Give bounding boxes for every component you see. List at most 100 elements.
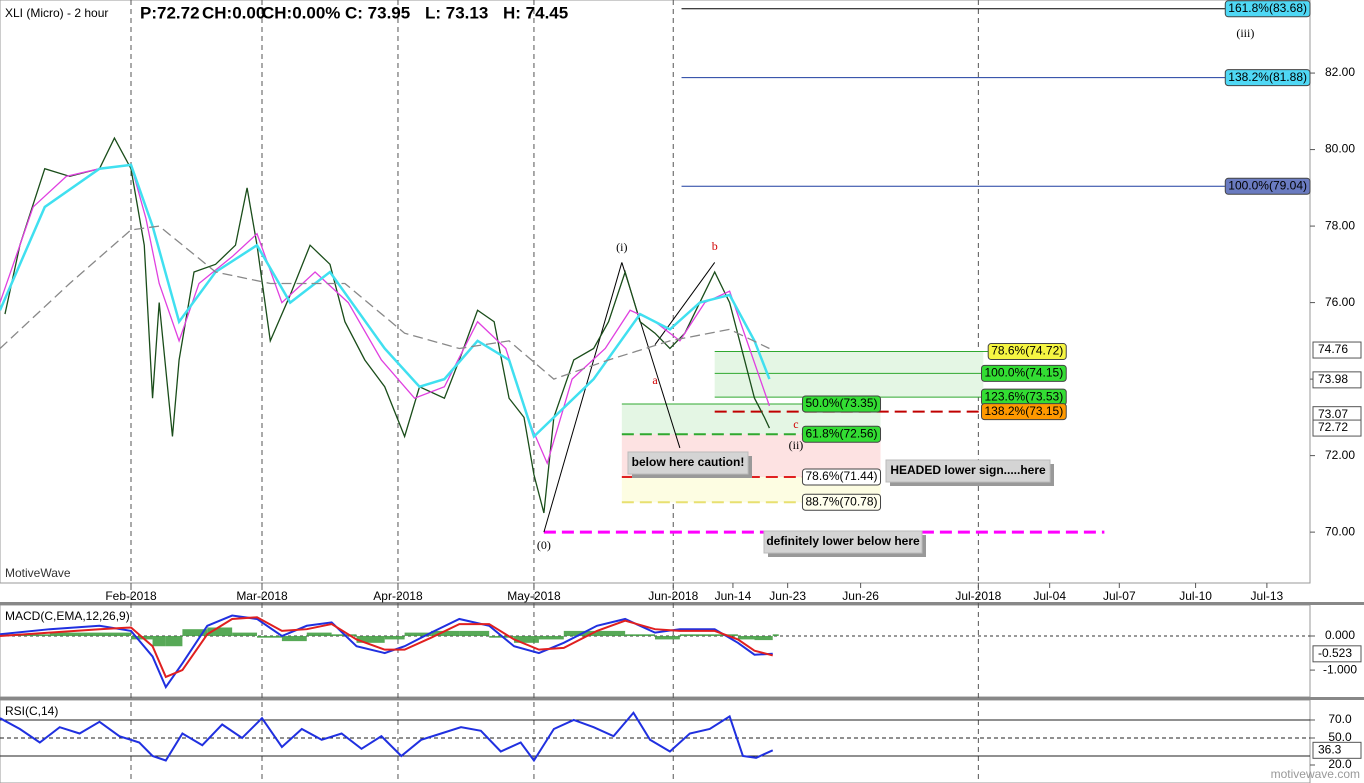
wave-label: (ii) [789, 438, 804, 452]
axis-marker: 72.72 [1312, 419, 1362, 437]
callout-text: below here caution! [632, 455, 745, 469]
histogram-bar [772, 634, 779, 637]
callout-text: HEADED lower sign.....here [890, 463, 1046, 477]
y-tick-label: 82.00 [1325, 65, 1355, 79]
low: L: 73.13 [425, 3, 488, 22]
series-line [0, 616, 773, 679]
wave-label: (iii) [1236, 26, 1254, 40]
histogram-bar [232, 632, 258, 637]
histogram-bar [596, 630, 626, 637]
label-text: 161.8%(83.68) [1228, 1, 1307, 15]
marker-box [1312, 741, 1362, 759]
label-text: 123.6%(73.53) [985, 389, 1064, 403]
x-tick-label: Jul-07 [1103, 589, 1136, 603]
x-tick-label: Jul-13 [1251, 589, 1284, 603]
label-text: 78.6%(71.44) [805, 469, 877, 483]
close: C: 73.95 [345, 3, 410, 22]
histogram-bar [49, 632, 100, 637]
label-box [801, 395, 882, 413]
marker-text: -0.523 [1318, 646, 1352, 660]
value-label: 123.6%(73.53) [981, 388, 1067, 406]
histogram-bar [514, 636, 539, 643]
y-tick-label: 72.00 [1325, 448, 1355, 462]
callout: definitely lower below here [763, 530, 926, 557]
marker-text: 74.76 [1318, 342, 1348, 356]
x-tick-label: Jun-26 [842, 589, 879, 603]
x-tick-label: Jul-04 [1033, 589, 1066, 603]
symbol: XLI (Micro) - 2 hour [5, 6, 108, 20]
value-label: 100.0%(79.04) [1224, 177, 1311, 195]
callout-box [885, 459, 1051, 483]
label-text: 50.0%(73.35) [805, 396, 877, 410]
label-text: 138.2%(73.15) [985, 404, 1064, 418]
high: H: 74.45 [503, 3, 568, 22]
histogram-bar [404, 632, 432, 637]
label-box [801, 425, 882, 443]
change: CH:0.00 [202, 3, 265, 22]
histogram-bar [257, 636, 282, 638]
wave-label: (i) [616, 240, 627, 254]
histogram-bar [356, 636, 385, 643]
histogram-bar [384, 636, 405, 640]
y-tick-label: 78.00 [1325, 218, 1355, 232]
callout-box [763, 530, 923, 554]
histogram-bar [754, 636, 773, 641]
histogram-bar [655, 636, 680, 640]
x-tick-label: Jun-14 [715, 589, 752, 603]
x-tick-label: May-2018 [507, 589, 561, 603]
callout-box [627, 451, 749, 475]
marker-text: 36.3 [1318, 742, 1342, 756]
histogram-bar [459, 630, 490, 637]
label-text: 88.7%(70.78) [805, 494, 877, 508]
label-box [987, 343, 1067, 361]
pane-title: RSI(C,14) [5, 704, 58, 718]
histogram-bar [207, 627, 233, 637]
fib-zone [714, 351, 984, 398]
series-line [4, 136, 771, 514]
wave-label: b [712, 239, 718, 253]
label-text: 100.0%(79.04) [1228, 178, 1307, 192]
callout: HEADED lower sign.....here [885, 459, 1054, 486]
label-box [801, 468, 882, 486]
histogram-bar [431, 630, 460, 637]
x-tick-label: Jul-2018 [955, 589, 1001, 603]
label-box [1224, 177, 1311, 195]
label-text: 138.2%(81.88) [1228, 70, 1307, 84]
marker-box [1312, 645, 1362, 663]
axis-marker: 36.3 [1312, 741, 1362, 759]
y-tick-label: 20.0 [1328, 757, 1352, 771]
pane-divider [0, 602, 1364, 605]
label-text: 100.0%(74.15) [985, 366, 1064, 380]
wave-line [654, 262, 716, 345]
series-line [0, 163, 771, 439]
value-label: 138.2%(81.88) [1224, 69, 1311, 87]
callout-text: definitely lower below here [766, 534, 920, 548]
watermark: MotiveWave [5, 566, 71, 580]
value-label: 88.7%(70.78) [801, 493, 882, 511]
histogram-bar [99, 632, 131, 637]
value-label: 78.6%(74.72) [987, 343, 1067, 361]
axis-marker: -0.523 [1312, 645, 1362, 663]
histogram-bar [165, 636, 183, 647]
pane-divider [0, 697, 1364, 700]
axis-marker: 73.98 [1312, 371, 1362, 389]
histogram-bar [152, 636, 166, 647]
histogram-bar [281, 636, 307, 642]
histogram-bar [538, 636, 564, 640]
marker-text: 73.07 [1318, 407, 1348, 421]
label-box [981, 364, 1067, 382]
price-pane [0, 0, 1311, 584]
value-label: 138.2%(73.15) [981, 403, 1067, 421]
y-tick-label: 70.0 [1328, 712, 1352, 726]
marker-text: 73.98 [1318, 372, 1348, 386]
x-tick-label: Feb-2018 [105, 589, 157, 603]
wave-label: (0) [537, 538, 551, 552]
label-box [981, 403, 1067, 421]
wave-label: c [793, 417, 798, 431]
axis-marker: 74.76 [1312, 341, 1362, 359]
label-box [1224, 0, 1311, 18]
x-tick-label: Jul-10 [1179, 589, 1212, 603]
value-label: 100.0%(74.15) [981, 364, 1067, 382]
histogram-bar [737, 636, 755, 640]
